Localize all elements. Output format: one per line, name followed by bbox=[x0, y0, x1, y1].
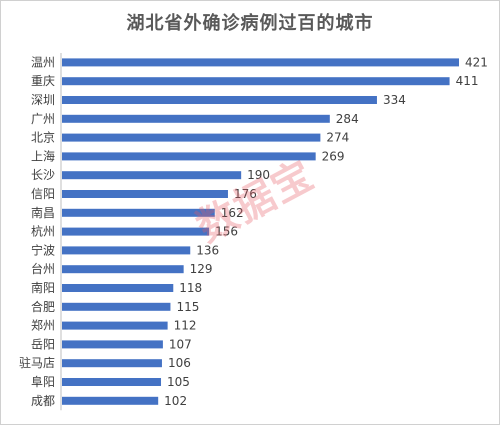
value-label: 190 bbox=[247, 168, 270, 182]
bar bbox=[62, 246, 191, 255]
value-label: 136 bbox=[196, 243, 219, 257]
bar bbox=[62, 284, 174, 292]
category-label: 重庆 bbox=[31, 74, 55, 88]
category-label: 长沙 bbox=[31, 168, 55, 182]
bar bbox=[62, 321, 168, 330]
bar bbox=[62, 77, 450, 86]
category-label: 广州 bbox=[31, 112, 55, 126]
category-label: 上海 bbox=[31, 148, 55, 163]
category-label: 温州 bbox=[31, 55, 55, 69]
category-label: 合肥 bbox=[31, 299, 55, 314]
chart-title: 湖北省外确诊病例过百的城市 bbox=[126, 13, 374, 34]
bar bbox=[62, 302, 171, 311]
category-label: 驻马店 bbox=[19, 355, 55, 370]
category-label: 信阳 bbox=[31, 187, 55, 201]
bar bbox=[62, 190, 228, 198]
value-label: 274 bbox=[326, 131, 349, 145]
value-label: 411 bbox=[456, 74, 479, 88]
value-label: 269 bbox=[322, 149, 345, 163]
category-label: 深圳 bbox=[31, 93, 55, 107]
category-label: 宁波 bbox=[31, 242, 55, 257]
value-label: 102 bbox=[164, 394, 187, 408]
category-label: 南昌 bbox=[31, 205, 55, 220]
bar bbox=[62, 265, 184, 274]
bar bbox=[62, 208, 215, 217]
value-label: 112 bbox=[174, 319, 197, 333]
category-label: 北京 bbox=[31, 131, 55, 145]
category-label: 郑州 bbox=[31, 318, 55, 333]
value-label: 106 bbox=[168, 356, 191, 370]
value-label: 176 bbox=[234, 187, 257, 201]
value-label: 129 bbox=[190, 262, 213, 276]
category-label: 台州 bbox=[31, 261, 55, 276]
value-label: 118 bbox=[179, 281, 202, 295]
bar bbox=[62, 133, 321, 142]
category-label: 岳阳 bbox=[31, 337, 55, 351]
bar bbox=[62, 152, 316, 161]
value-label: 162 bbox=[221, 206, 244, 220]
bar bbox=[62, 171, 242, 180]
value-label: 284 bbox=[336, 112, 359, 126]
bar bbox=[62, 378, 162, 386]
value-label: 421 bbox=[465, 55, 488, 69]
bar bbox=[62, 96, 377, 104]
category-label: 南阳 bbox=[31, 280, 55, 295]
category-label: 阜阳 bbox=[31, 375, 55, 389]
value-label: 334 bbox=[383, 93, 406, 107]
bar bbox=[62, 340, 163, 349]
bar bbox=[62, 114, 330, 123]
value-label: 156 bbox=[215, 225, 238, 239]
category-label: 成都 bbox=[31, 394, 55, 408]
bar bbox=[62, 396, 159, 405]
value-label: 115 bbox=[176, 300, 199, 314]
value-label: 107 bbox=[169, 337, 192, 351]
bar bbox=[62, 58, 459, 67]
category-label: 杭州 bbox=[31, 224, 55, 239]
bar bbox=[62, 227, 210, 236]
value-label: 105 bbox=[167, 375, 190, 389]
bar bbox=[62, 359, 162, 368]
